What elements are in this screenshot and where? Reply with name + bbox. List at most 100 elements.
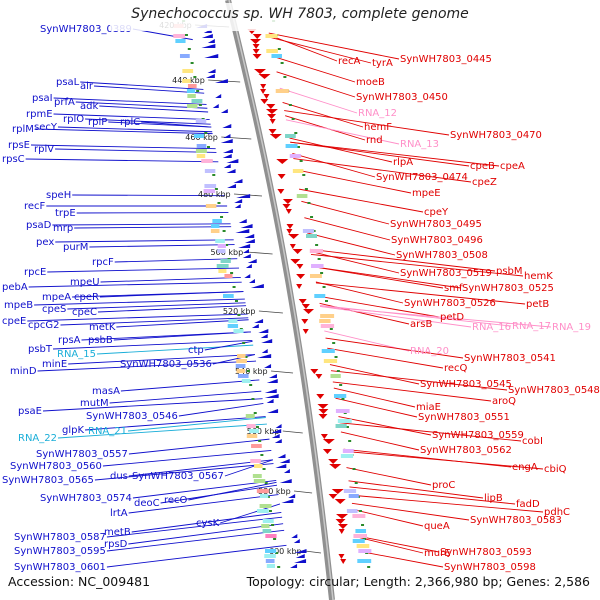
minor-tick-mark xyxy=(341,398,345,400)
right-feature-block xyxy=(352,539,365,543)
left-feature-block xyxy=(262,519,274,523)
right-label: SynWH7803_0496 xyxy=(391,235,483,246)
left-label-connector xyxy=(55,148,217,153)
left-label-connector xyxy=(96,344,254,355)
right-gene-arrow xyxy=(318,409,329,414)
right-label-connector xyxy=(315,281,404,304)
left-feature-block xyxy=(245,414,255,418)
right-label: SynWH7803_0562 xyxy=(420,445,512,456)
left-feature-block xyxy=(251,444,262,448)
left-gene-arrow xyxy=(233,179,243,183)
genome-title: Synechococcus sp. WH 7803, complete geno… xyxy=(131,6,469,22)
right-label-connector xyxy=(290,141,470,167)
left-label-connector xyxy=(131,511,282,533)
right-gene-arrow xyxy=(318,414,328,419)
left-gene-arrow xyxy=(223,164,231,168)
right-label-connector xyxy=(299,188,424,213)
left-label: mpeU xyxy=(70,277,100,288)
right-label-connector xyxy=(304,217,391,241)
minor-tick-mark xyxy=(220,216,224,218)
left-label: lrtA xyxy=(110,508,128,519)
left-label: psbT xyxy=(28,344,53,355)
left-label: RNA_15 xyxy=(57,349,96,360)
left-feature-block xyxy=(179,54,190,58)
left-gene-arrow xyxy=(254,319,264,323)
right-feature-block xyxy=(285,134,296,138)
tick-label: 580 kbp xyxy=(258,487,291,496)
right-gene-arrow xyxy=(338,554,345,559)
tick-line xyxy=(294,490,313,494)
right-label-connector xyxy=(310,248,496,272)
left-label: alr xyxy=(80,81,94,92)
left-feature-block xyxy=(266,564,276,568)
left-feature-block xyxy=(227,324,239,328)
left-gene-arrow xyxy=(267,409,279,413)
left-gene-arrow xyxy=(207,39,215,43)
left-label: cpeR xyxy=(74,292,99,303)
right-feature-block xyxy=(285,144,298,148)
right-gene-arrow xyxy=(277,174,286,179)
right-gene-arrow xyxy=(277,189,285,194)
right-feature-block xyxy=(340,454,354,458)
left-gene-arrow xyxy=(268,374,277,378)
left-gene-arrow xyxy=(222,149,233,153)
left-gene-arrow xyxy=(279,459,290,463)
left-gene-arrow xyxy=(244,234,255,238)
right-label: hemF xyxy=(364,122,392,133)
tick-line xyxy=(258,310,283,314)
left-feature-block xyxy=(220,259,231,263)
right-label-connector xyxy=(329,364,420,385)
left-label-connector xyxy=(34,128,213,135)
right-label: queA xyxy=(424,521,450,532)
minor-tick-mark xyxy=(332,342,336,344)
right-feature-block xyxy=(352,514,366,518)
right-gene-arrow xyxy=(289,244,296,249)
minor-tick-mark xyxy=(235,300,238,302)
left-feature-block xyxy=(182,79,191,83)
left-label-connector xyxy=(84,416,266,431)
left-feature-block xyxy=(196,154,206,158)
left-feature-block xyxy=(265,534,277,538)
right-label: smf xyxy=(444,283,463,294)
left-label: psaL xyxy=(56,77,80,88)
left-label-connector xyxy=(97,305,247,313)
minor-tick-mark xyxy=(251,398,255,400)
right-label: SynWH7803_0541 xyxy=(464,353,556,364)
left-label: mpeB xyxy=(4,300,33,311)
left-label-connector xyxy=(141,121,212,128)
left-label: SynWH7803_0546 xyxy=(86,411,178,422)
minor-tick-mark xyxy=(193,76,197,78)
left-gene-arrow xyxy=(238,219,247,223)
left-label-connector xyxy=(52,339,253,350)
right-gene-arrow xyxy=(331,489,344,494)
right-label: rnd xyxy=(366,135,383,146)
right-label: proC xyxy=(432,480,455,491)
left-label-connector xyxy=(37,360,257,372)
left-label-connector xyxy=(27,313,248,322)
left-feature-block xyxy=(217,249,226,253)
left-label: SynWH7803_0389 xyxy=(40,24,132,35)
right-label: murE xyxy=(424,548,451,559)
right-feature-block xyxy=(358,549,372,553)
left-label-connector xyxy=(224,459,274,477)
right-label-connector xyxy=(290,141,500,167)
minor-tick-mark xyxy=(275,552,279,554)
left-label-connectors xyxy=(25,28,287,568)
right-feature-block xyxy=(356,544,370,548)
right-gene-arrow xyxy=(298,299,307,304)
right-gene-arrow xyxy=(269,119,276,124)
right-label: SynWH7803_0548 xyxy=(508,385,600,396)
right-label: engA xyxy=(512,462,538,473)
right-label-connector xyxy=(310,250,400,274)
left-feature-block xyxy=(235,364,246,368)
right-label: SynWH7803_0474 xyxy=(376,172,468,183)
right-label: cbiQ xyxy=(544,464,567,475)
minor-tick-mark xyxy=(358,510,362,512)
minor-tick-mark xyxy=(230,272,234,274)
left-gene-arrow xyxy=(236,194,251,198)
right-label-connector xyxy=(327,347,444,369)
left-gene-arrow xyxy=(261,349,268,353)
left-feature-block xyxy=(210,229,220,233)
right-gene-arrow xyxy=(334,499,346,504)
right-label: SynWH7803_0593 xyxy=(440,547,532,558)
